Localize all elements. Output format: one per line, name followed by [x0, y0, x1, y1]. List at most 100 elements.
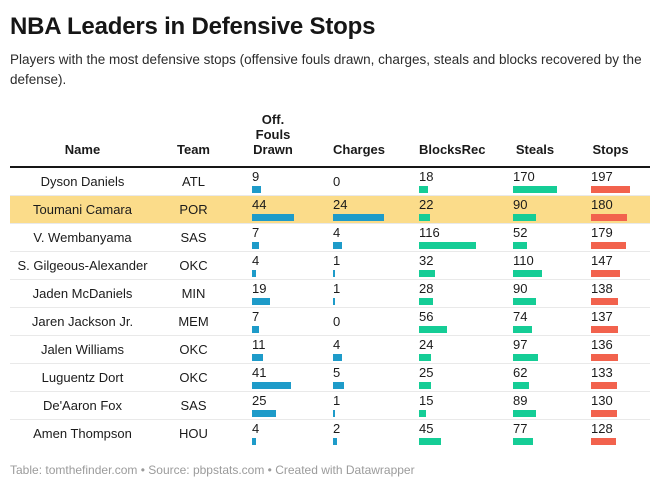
stat-cell-steals: 110 — [493, 251, 571, 279]
stat-stack: 7 — [252, 309, 312, 333]
stat-value: 5 — [333, 365, 341, 380]
stat-stack: 22 — [419, 197, 492, 221]
stat-cell-blocks_rec: 25 — [399, 363, 493, 391]
player-name: Jalen Williams — [40, 341, 125, 357]
team-abbr: ATL — [182, 173, 205, 189]
stat-cell-stops: 147 — [571, 251, 650, 279]
stat-value: 56 — [419, 309, 434, 324]
team-abbr: SAS — [180, 229, 207, 245]
column-header-stops: Stops — [571, 112, 650, 167]
stat-bar — [591, 382, 618, 389]
stat-value: 24 — [419, 337, 434, 352]
team-abbr: OKC — [179, 257, 208, 273]
stat-bar — [513, 298, 537, 305]
stat-cell-steals: 90 — [493, 195, 571, 223]
team-abbr: OKC — [179, 341, 208, 357]
stat-bar — [419, 382, 432, 389]
stat-cell-off_fouls_drawn: 7 — [232, 307, 313, 335]
stat-bar — [333, 298, 336, 305]
stat-bar — [333, 214, 384, 221]
stat-cell-off_fouls_drawn: 19 — [232, 279, 313, 307]
stat-bar — [591, 326, 619, 333]
stat-cell-steals: 62 — [493, 363, 571, 391]
stat-bar — [333, 242, 342, 249]
column-header-label: Stops — [592, 142, 629, 157]
stat-stack: 19 — [252, 281, 312, 305]
stat-cell-charges: 2 — [313, 419, 399, 447]
table-body: Dyson Daniels ATL 9 0 18 170 197 Toumani Camara… — [10, 167, 650, 447]
table-row: De'Aaron Fox SAS 25 1 15 89 130 — [10, 391, 650, 419]
stat-cell-blocks_rec: 32 — [399, 251, 493, 279]
stat-stack: 147 — [591, 253, 649, 277]
stat-value: 77 — [513, 421, 528, 437]
stat-bar — [591, 438, 617, 446]
stat-value: 28 — [419, 281, 434, 296]
stat-cell-blocks_rec: 15 — [399, 391, 493, 419]
stat-value: 44 — [252, 197, 267, 212]
stat-stack: 130 — [591, 393, 649, 417]
stat-value: 97 — [513, 337, 528, 352]
stat-value: 90 — [513, 197, 528, 212]
stat-value: 19 — [252, 281, 267, 296]
stat-cell-blocks_rec: 28 — [399, 279, 493, 307]
table-row-highlighted: Toumani Camara POR 44 24 22 90 180 — [10, 195, 650, 223]
stat-bar — [252, 410, 276, 417]
stat-cell-blocks_rec: 45 — [399, 419, 493, 447]
stat-stack: 56 — [419, 309, 492, 333]
stat-value: 74 — [513, 309, 528, 324]
stat-bar — [513, 186, 557, 194]
stat-bar — [591, 214, 627, 221]
player-name: Luguentz Dort — [41, 369, 124, 385]
table-row: V. Wembanyama SAS 7 4 116 52 179 — [10, 223, 650, 251]
player-name: De'Aaron Fox — [42, 397, 123, 413]
stat-bar — [419, 354, 431, 361]
stat-cell-blocks_rec: 18 — [399, 167, 493, 195]
stat-value: 32 — [419, 253, 434, 268]
stat-value: 52 — [513, 225, 528, 240]
stat-bar — [513, 354, 539, 361]
stat-cell-off_fouls_drawn: 7 — [232, 223, 313, 251]
stat-cell-off_fouls_drawn: 9 — [232, 167, 313, 195]
column-header-label: Steals — [515, 142, 555, 157]
stat-bar — [419, 270, 435, 277]
player-name: Amen Thompson — [33, 425, 132, 441]
stat-stack: 18 — [419, 169, 492, 194]
stat-stack: 110 — [513, 253, 570, 277]
stat-stack: 1 — [333, 281, 398, 305]
team-abbr: OKC — [179, 369, 208, 385]
stat-cell-stops: 130 — [571, 391, 650, 419]
stat-cell-steals: 74 — [493, 307, 571, 335]
stat-stack: 25 — [419, 365, 492, 389]
stat-cell-steals: 52 — [493, 223, 571, 251]
stat-bar — [419, 242, 476, 249]
stat-stack: 170 — [513, 169, 570, 194]
stat-value: 1 — [333, 393, 341, 408]
stat-value: 25 — [252, 393, 267, 408]
stat-bar — [252, 438, 256, 446]
stat-stack: 128 — [591, 421, 649, 446]
stat-stack: 5 — [333, 365, 398, 389]
stat-cell-charges: 24 — [313, 195, 399, 223]
stat-cell-steals: 170 — [493, 167, 571, 195]
table-row: S. Gilgeous-Alexander OKC 4 1 32 110 147 — [10, 251, 650, 279]
stat-stack: 32 — [419, 253, 492, 277]
stat-stack: 133 — [591, 365, 649, 389]
column-header-blocks_rec: BlocksRec — [399, 112, 493, 167]
stat-cell-blocks_rec: 22 — [399, 195, 493, 223]
stat-stack: 136 — [591, 337, 649, 361]
stat-bar — [333, 438, 338, 446]
stat-bar — [419, 298, 433, 305]
stat-stack: 90 — [513, 281, 570, 305]
stat-value: 62 — [513, 365, 528, 380]
stat-bar — [591, 270, 621, 277]
table-row: Dyson Daniels ATL 9 0 18 170 197 — [10, 167, 650, 195]
stat-value: 179 — [591, 225, 613, 240]
stat-stack: 44 — [252, 197, 312, 221]
stat-value: 0 — [333, 313, 341, 329]
stat-stack: 4 — [333, 337, 398, 361]
stat-bar — [591, 410, 617, 417]
player-name: Jaden McDaniels — [32, 285, 133, 301]
stat-value: 4 — [333, 337, 341, 352]
stat-cell-charges: 1 — [313, 391, 399, 419]
